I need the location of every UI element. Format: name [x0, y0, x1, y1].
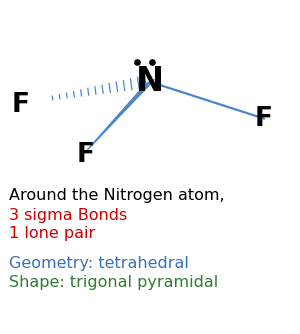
Text: 1 lone pair: 1 lone pair [9, 226, 95, 241]
Text: Geometry: tetrahedral: Geometry: tetrahedral [9, 257, 189, 271]
Text: F: F [12, 92, 30, 118]
Text: Around the Nitrogen atom,: Around the Nitrogen atom, [9, 188, 225, 203]
Text: F: F [255, 106, 273, 132]
Text: N: N [136, 65, 164, 98]
Polygon shape [85, 79, 154, 152]
Text: F: F [76, 142, 94, 168]
Text: Shape: trigonal pyramidal: Shape: trigonal pyramidal [9, 275, 218, 290]
Text: 3 sigma Bonds: 3 sigma Bonds [9, 208, 127, 223]
